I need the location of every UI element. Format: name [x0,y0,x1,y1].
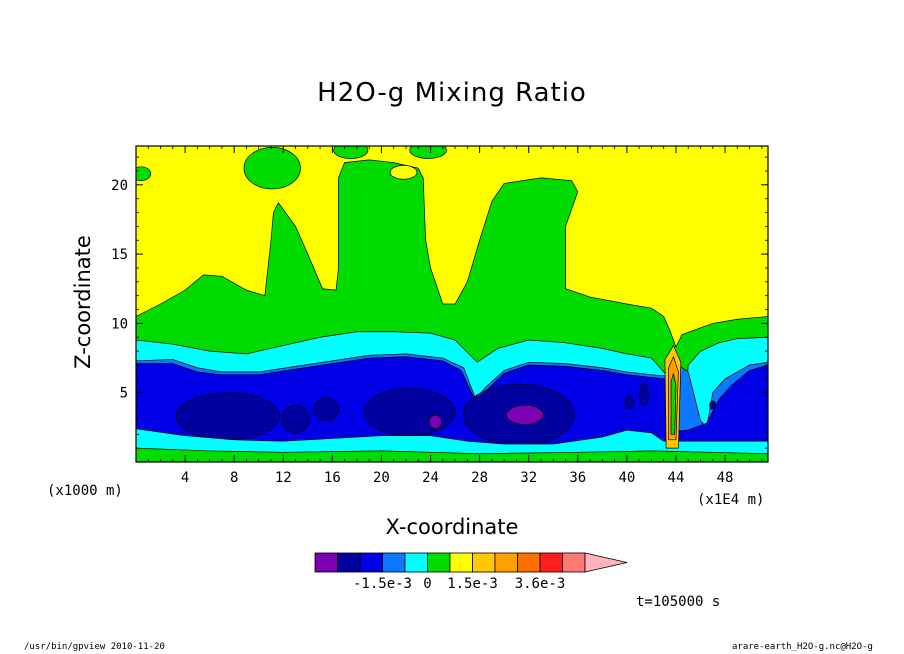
x-axis-label: X-coordinate [385,515,519,539]
colorbar-swatch [517,552,541,573]
x-tick-label: 20 [373,470,390,486]
colorbar-arrow [584,552,628,573]
contour-blob-7 [709,400,717,410]
colorbar-label: -1.5e-3 [353,576,412,592]
contour-blob-1 [281,404,310,434]
y-tick-label: 20 [111,178,128,194]
contour-blob-8 [506,404,544,425]
contour-field [136,146,768,462]
contour-bottom-band-1 [136,447,768,462]
x-tick-label: 8 [230,470,238,486]
footer-right: arare-earth_H2O-g.nc@H2O-g [732,642,873,652]
contour-blob-2 [313,397,339,421]
x-axis-unit-right: (x1E4 m) [697,492,765,508]
x-tick-label: 4 [181,470,189,486]
x-axis-unit-left: (x1000 m) [47,483,123,499]
colorbar-swatch [404,552,428,573]
x-tick-label: 32 [520,470,537,486]
contour-blob-0 [176,392,280,441]
y-tick-label: 5 [120,386,128,402]
contour-island-3 [409,146,447,159]
x-tick-label: 44 [668,470,685,486]
contour-island-2 [136,166,152,181]
plot-frame [135,145,769,463]
y-tick-label: 15 [111,247,128,263]
contour-island-0 [389,165,418,180]
chart-title: H2O-g Mixing Ratio [317,78,587,108]
y-tick-label: 10 [111,316,128,332]
colorbar-swatch [337,552,361,573]
colorbar-label: 3.6e-3 [515,576,566,592]
contour-blob-3 [363,388,456,437]
contour-island-1 [243,147,301,190]
contour-plume-2 [670,373,677,435]
time-label: t=105000 s [636,594,721,610]
y-axis-label: Z-coordinate [71,235,95,369]
footer-left: /usr/bin/gpview 2010-11-20 [24,642,165,652]
colorbar-swatch [449,552,473,573]
colorbar-swatch [539,552,563,573]
contour-blob-5 [624,395,634,409]
x-tick-label: 28 [471,470,488,486]
x-tick-label: 12 [275,470,292,486]
colorbar-swatch [427,552,451,573]
colorbar-swatch [472,552,496,573]
x-tick-label: 24 [422,470,439,486]
colorbar-swatch [314,552,338,573]
colorbar-swatch [562,552,586,573]
contour-blob-6 [639,382,649,406]
contour-island-4 [333,146,369,159]
x-tick-label: 48 [717,470,734,486]
colorbar-label: 0 [423,576,431,592]
colorbar-swatch [382,552,406,573]
contour-blob-9 [428,414,442,430]
colorbar-swatch [494,552,518,573]
x-tick-label: 40 [618,470,635,486]
colorbar-label: 1.5e-3 [447,576,498,592]
x-tick-label: 16 [324,470,341,486]
colorbar-swatch [359,552,383,573]
x-tick-label: 36 [569,470,586,486]
